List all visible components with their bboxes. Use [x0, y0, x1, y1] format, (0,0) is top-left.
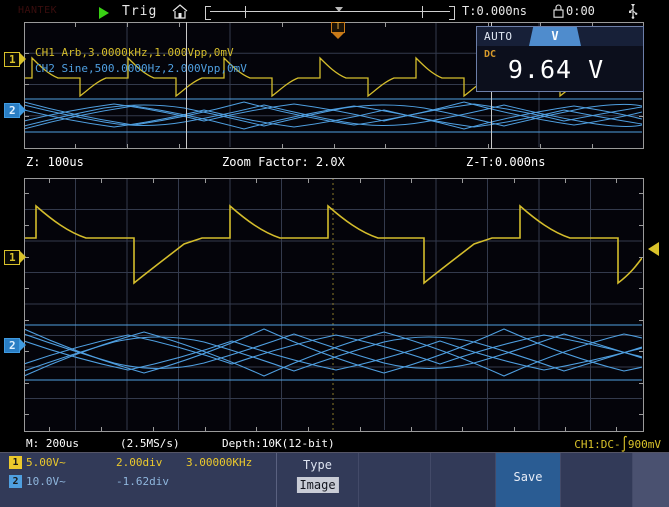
ch2-offset-div-label: -1.62div	[116, 475, 169, 488]
trigger-time-label: T:0.000ns	[462, 4, 528, 18]
overview-traces	[24, 22, 642, 147]
trigger-position-marker-overview[interactable]: T	[331, 21, 345, 39]
position-bracket-left	[205, 6, 211, 20]
multimeter-panel[interactable]: AUTO V DC 9.64 V	[476, 26, 644, 92]
zoom-offset-label: Z-T:0.000ns	[466, 155, 546, 169]
play-triangle-icon[interactable]	[99, 7, 109, 19]
home-icon[interactable]	[172, 4, 188, 19]
ch2-badge[interactable]: 2	[9, 475, 22, 488]
menu-type-button[interactable]: Type Image	[277, 453, 359, 507]
ch1-offset-div-label: 2.00div	[116, 456, 163, 469]
lock-icon	[553, 4, 564, 18]
clock-label: 0:00	[566, 4, 595, 18]
trig-status-label: Trig	[122, 4, 158, 19]
trigger-source-label: CH1:DC-	[574, 438, 621, 451]
ch1-position-marker-overview[interactable]: 1	[4, 52, 26, 67]
zoom-factor-label: Zoom Factor: 2.0X	[222, 155, 345, 169]
channel-readout-panel	[0, 453, 277, 507]
position-tick-right	[422, 6, 423, 18]
zoom-info-strip: Z: 100us Zoom Factor: 2.0X Z-T:0.000ns	[0, 152, 669, 174]
ch2-info-label: CH2 Sine,500.0000Hz,2.000Vpp,0mV	[35, 62, 247, 75]
meter-coupling-label[interactable]: DC	[484, 49, 497, 60]
top-toolbar: HANTEK Trig T:0.000ns 0:00	[0, 0, 669, 22]
menu-slot-3[interactable]	[431, 453, 496, 507]
menu-slot-2[interactable]	[359, 453, 431, 507]
ch1-badge[interactable]: 1	[9, 456, 22, 469]
zoom-traces	[24, 178, 642, 430]
meter-unit-label: V	[551, 29, 559, 43]
trigger-level-label: 900mV	[627, 438, 661, 451]
integral-slope-icon: ∫	[620, 435, 628, 453]
ch1-frequency-label: 3.00000KHz	[186, 456, 253, 469]
ch1-volts-div-label: 5.00V~	[26, 456, 66, 469]
memory-position-bar[interactable]	[205, 6, 455, 20]
main-timebase-label: M: 200us	[26, 437, 79, 450]
save-label: Save	[513, 470, 543, 484]
zoom-waveforms	[24, 178, 644, 432]
menu-slot-5[interactable]	[561, 453, 633, 507]
memory-depth-label: Depth:10K(12-bit)	[222, 437, 335, 450]
meter-reading: 9.64 V	[507, 55, 605, 84]
meter-unit-tab[interactable]: V	[529, 27, 581, 46]
position-line	[210, 11, 450, 12]
menu-type-label: Type	[303, 458, 332, 472]
menu-scroll-indicator[interactable]	[633, 453, 669, 507]
trigger-status-label: CH1:DC-∫900mV	[574, 435, 661, 453]
ch2-volts-div-label: 10.0V~	[26, 475, 66, 488]
menu-type-value[interactable]: Image	[296, 477, 339, 493]
bottom-menu-bar: Type Image Save	[0, 452, 669, 507]
ch2-position-marker-zoom[interactable]: 2	[4, 338, 26, 353]
position-tick-left	[245, 6, 246, 18]
zoom-border	[24, 178, 644, 432]
position-bracket-right	[449, 6, 455, 20]
usb-icon	[629, 4, 638, 19]
save-button[interactable]: Save	[496, 453, 561, 507]
zoom-graticule[interactable]	[24, 178, 644, 432]
ch1-position-marker-zoom[interactable]: 1	[4, 250, 26, 265]
meter-header: AUTO V	[477, 27, 643, 46]
ch1-info-label: CH1 Arb,3.0000kHz,1.000Vpp,0mV	[35, 46, 234, 59]
status-bar: M: 200us (2.5MS/s) Depth:10K(12-bit) CH1…	[0, 435, 669, 453]
trigger-level-arrow[interactable]	[648, 242, 659, 256]
brand-label: HANTEK	[18, 5, 58, 16]
ch2-position-marker-overview[interactable]: 2	[4, 103, 26, 118]
overview-waveforms	[24, 22, 644, 149]
meter-mode-label[interactable]: AUTO	[484, 30, 513, 43]
zoom-window-cursor-left[interactable]	[186, 22, 187, 149]
zoom-timebase-label: Z: 100us	[26, 155, 84, 169]
sample-rate-label: (2.5MS/s)	[120, 437, 180, 450]
position-marker	[335, 7, 343, 12]
